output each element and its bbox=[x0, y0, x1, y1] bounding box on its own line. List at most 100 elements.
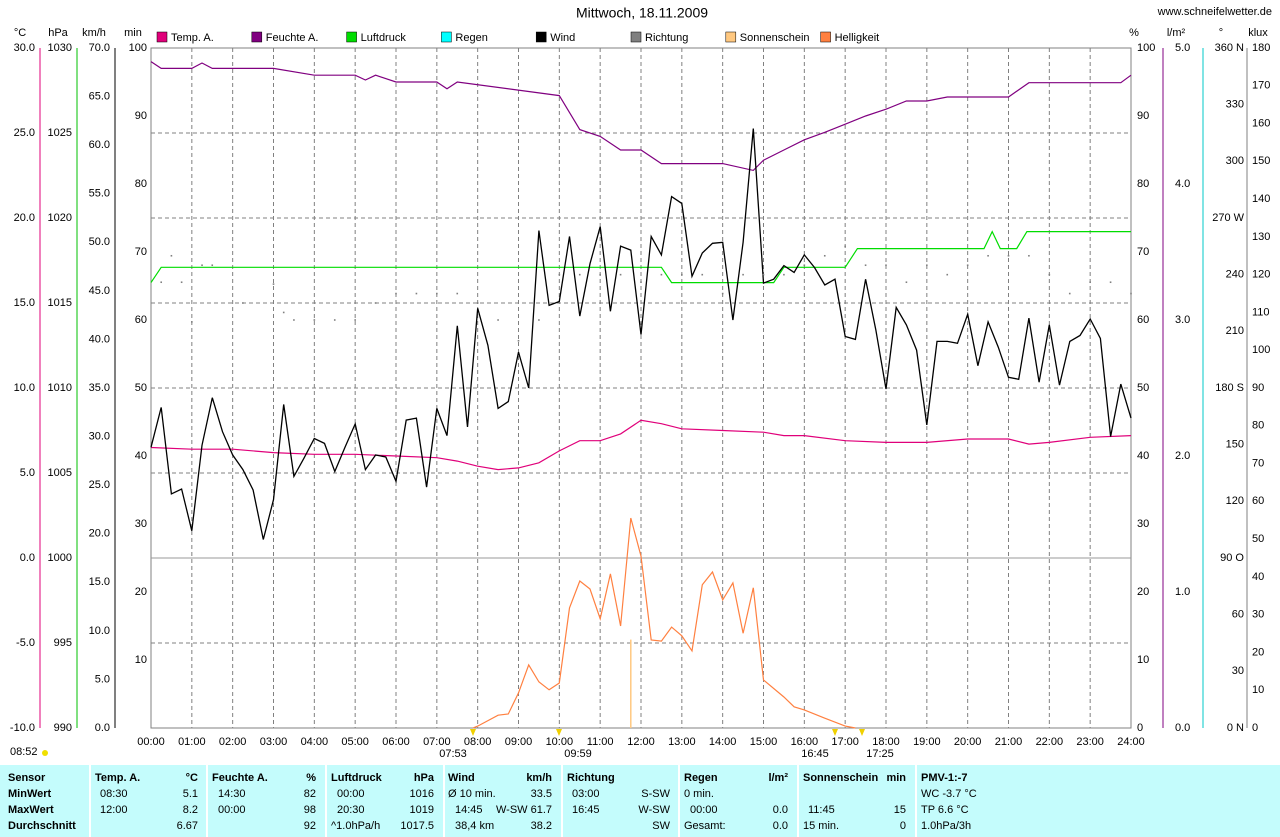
y-tick-label: 0.0 bbox=[20, 552, 35, 564]
y-tick-label: 15.0 bbox=[89, 576, 110, 588]
direction-dot bbox=[864, 264, 867, 267]
legend-label: Regen bbox=[455, 32, 487, 44]
y-tick-label: 990 bbox=[54, 722, 72, 734]
timestamp-icon bbox=[42, 750, 48, 756]
direction-dot bbox=[599, 273, 601, 276]
direction-dot bbox=[905, 281, 908, 284]
direction-dot bbox=[558, 273, 561, 276]
x-tick-label: 14:00 bbox=[709, 736, 737, 748]
sun-time: 09:59 bbox=[564, 748, 592, 760]
axis-title: °C bbox=[14, 27, 26, 39]
direction-dot bbox=[211, 264, 214, 267]
x-tick-label: 04:00 bbox=[301, 736, 329, 748]
y-tick-label: 60 bbox=[1232, 609, 1244, 621]
axis-title: l/m² bbox=[1167, 27, 1186, 39]
direction-dot bbox=[538, 319, 540, 321]
table-cell: 12:00 bbox=[100, 804, 128, 816]
table-header: °C bbox=[186, 772, 198, 784]
x-tick-label: 23:00 bbox=[1076, 736, 1104, 748]
timestamp: 08:52 bbox=[10, 746, 38, 758]
table-header: Regen bbox=[684, 772, 718, 784]
table-header: Sensor bbox=[8, 772, 46, 784]
direction-dot bbox=[180, 281, 183, 284]
y-tick-label: -10.0 bbox=[10, 722, 35, 734]
sun-marker bbox=[832, 729, 838, 736]
y-tick-label: 60.0 bbox=[89, 139, 110, 151]
y-tick-label: 360 N bbox=[1215, 42, 1244, 54]
table-cell: SW bbox=[652, 820, 670, 832]
y-tick-label: 170 bbox=[1252, 80, 1270, 92]
axis-title: hPa bbox=[48, 27, 68, 39]
y-tick-label: 3.0 bbox=[1175, 314, 1190, 326]
x-tick-label: 07:00 bbox=[423, 736, 451, 748]
table-cell: 15 bbox=[894, 804, 906, 816]
table-cell: 0 bbox=[900, 820, 906, 832]
y-tick-label: 120 bbox=[1252, 269, 1270, 281]
table-cell: W-SW bbox=[638, 804, 670, 816]
table-header: l/m² bbox=[768, 772, 788, 784]
direction-dot bbox=[517, 339, 520, 342]
y-tick-label: 110 bbox=[1252, 306, 1270, 318]
y-tick-label: 15.0 bbox=[14, 297, 35, 309]
direction-dot bbox=[415, 292, 418, 295]
legend-swatch bbox=[441, 31, 452, 43]
direction-dot bbox=[1048, 273, 1051, 276]
table-cell: 1016 bbox=[410, 788, 434, 800]
x-tick-label: 24:00 bbox=[1117, 736, 1145, 748]
series-line bbox=[150, 128, 1132, 540]
direction-dot bbox=[191, 321, 193, 323]
axis-title: min bbox=[124, 27, 142, 39]
table-cell: 8.2 bbox=[183, 804, 198, 816]
axis-title: % bbox=[1129, 27, 1139, 39]
y-tick-label: 0 bbox=[1252, 722, 1258, 734]
table-cell: 38,4 km bbox=[455, 820, 494, 832]
y-tick-label: 240 bbox=[1226, 269, 1244, 281]
x-tick-label: 22:00 bbox=[1036, 736, 1064, 748]
y-tick-label: 90 O bbox=[1220, 552, 1244, 564]
direction-dot bbox=[201, 264, 203, 267]
legend-swatch bbox=[251, 31, 263, 43]
direction-dot bbox=[660, 273, 663, 276]
table-header: PMV-1:-7 bbox=[921, 772, 967, 784]
y-tick-label: 1030 bbox=[48, 42, 72, 54]
y-tick-label: 10.0 bbox=[14, 382, 35, 394]
direction-dot bbox=[966, 264, 969, 267]
direction-dot bbox=[272, 283, 275, 285]
table-cell: 14:45 bbox=[455, 804, 483, 816]
y-tick-label: 60 bbox=[1137, 314, 1149, 326]
table-cell: Gesamt: bbox=[684, 820, 726, 832]
direction-dot bbox=[926, 264, 928, 267]
table-cell: 15 min. bbox=[803, 820, 839, 832]
y-tick-label: 10 bbox=[1137, 654, 1149, 666]
direction-dot bbox=[1007, 254, 1010, 257]
legend-swatch bbox=[156, 31, 168, 43]
legend-label: Luftdruck bbox=[361, 32, 407, 44]
table-cell: 0.0 bbox=[773, 820, 788, 832]
direction-dot bbox=[456, 292, 459, 295]
axis-title: km/h bbox=[82, 27, 106, 39]
legend-label: Richtung bbox=[645, 32, 688, 44]
x-tick-label: 10:00 bbox=[546, 736, 574, 748]
sun-time: 16:45 bbox=[801, 748, 829, 760]
table-cell: Ø 10 min. bbox=[448, 788, 496, 800]
direction-dot bbox=[282, 311, 285, 314]
x-tick-label: 00:00 bbox=[137, 736, 165, 748]
y-tick-label: 1000 bbox=[48, 552, 72, 564]
axis-title: klux bbox=[1248, 27, 1268, 39]
table-header: Luftdruck bbox=[331, 772, 383, 784]
table-cell: 5.1 bbox=[183, 788, 198, 800]
table-header: Wind bbox=[448, 772, 475, 784]
y-tick-label: 30.0 bbox=[89, 430, 110, 442]
sun-marker bbox=[556, 729, 562, 736]
table-cell: 33.5 bbox=[531, 788, 552, 800]
table-cell: 14:30 bbox=[218, 788, 246, 800]
table-cell: 16:45 bbox=[572, 804, 600, 816]
row-label: Durchschnitt bbox=[8, 820, 76, 832]
y-tick-label: 50 bbox=[135, 382, 147, 394]
y-tick-label: 0 N bbox=[1227, 722, 1244, 734]
y-tick-label: 10 bbox=[135, 654, 147, 666]
direction-dot bbox=[476, 302, 479, 304]
table-cell: 98 bbox=[304, 804, 316, 816]
direction-dot bbox=[783, 273, 785, 276]
legend-label: Helligkeit bbox=[835, 32, 880, 44]
